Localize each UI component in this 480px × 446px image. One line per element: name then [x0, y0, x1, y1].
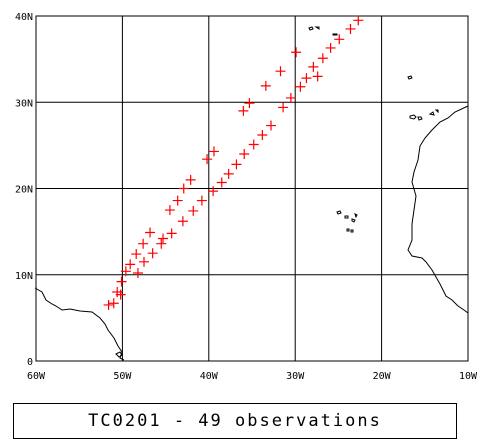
observation-marker [177, 216, 188, 227]
observation-marker [125, 259, 136, 270]
observation-marker [208, 186, 219, 197]
observation-marker [156, 238, 167, 249]
y-tick-label: 0 [27, 357, 33, 368]
observation-marker [188, 205, 199, 216]
observation-marker [178, 183, 189, 194]
azores-islands [308, 26, 338, 36]
observation-marker [266, 120, 277, 131]
tick-labels: 60W 50W 40W 30W 20W 10W 0 10N 20N 30N 40N [15, 12, 478, 382]
observation-marker [325, 42, 336, 53]
observation-markers [103, 15, 364, 310]
observation-marker [291, 47, 302, 58]
observation-marker [115, 289, 126, 300]
caption-box: TC0201 - 49 observations [13, 403, 457, 439]
observation-marker [132, 268, 143, 279]
canary-islands [409, 109, 439, 121]
observation-marker [108, 298, 119, 309]
observation-marker [238, 105, 249, 116]
coastline-layer [34, 26, 469, 361]
observation-marker [244, 98, 255, 109]
x-tick-label: 40W [200, 371, 219, 382]
x-tick-label: 50W [113, 371, 132, 382]
observation-marker [131, 249, 142, 260]
observation-marker [202, 154, 213, 165]
observation-marker [239, 149, 250, 159]
x-tick-label: 20W [373, 371, 392, 382]
observation-marker [139, 256, 149, 267]
observation-marker [312, 71, 323, 82]
observation-marker [231, 159, 242, 170]
caption-text: TC0201 - 49 observations [88, 411, 382, 431]
observation-marker [257, 130, 268, 141]
observation-marker [301, 73, 312, 84]
observation-marker [158, 233, 169, 244]
observation-marker [103, 299, 114, 310]
y-tick-label: 20N [15, 185, 33, 196]
south-america-coastline [34, 287, 125, 361]
y-tick-label: 30N [15, 98, 33, 109]
y-tick-label: 40N [15, 12, 33, 23]
y-tick-label: 10N [15, 271, 33, 282]
cape-verde-islands [336, 210, 358, 233]
observation-marker [353, 15, 364, 26]
observation-marker [345, 23, 356, 34]
observation-marker [166, 228, 177, 239]
map-plot: 60W 50W 40W 30W 20W 10W 0 10N 20N 30N 40N [15, 12, 478, 382]
africa-coastline [407, 105, 469, 314]
observation-marker [196, 195, 207, 206]
observation-marker [248, 139, 259, 150]
x-tick-label: 10W [459, 371, 478, 382]
madeira-island [407, 75, 413, 80]
grid-layer [35, 15, 469, 362]
map-frame [35, 15, 469, 362]
observation-marker [223, 168, 234, 179]
observation-marker [260, 80, 271, 91]
observation-marker [285, 92, 296, 103]
observation-marker [147, 248, 158, 259]
observation-marker [185, 174, 196, 185]
observation-marker [308, 61, 319, 72]
observation-marker [138, 238, 149, 249]
observation-marker [145, 227, 156, 238]
x-tick-label: 30W [286, 371, 305, 382]
observation-marker [278, 102, 289, 113]
observation-marker [116, 276, 127, 287]
observation-marker [275, 66, 286, 77]
observation-marker [164, 205, 175, 216]
observation-marker [172, 195, 183, 206]
observation-marker [208, 146, 219, 157]
x-tick-label: 60W [27, 371, 46, 382]
observation-marker [317, 53, 328, 64]
observation-marker [295, 81, 306, 92]
observation-marker [120, 266, 131, 277]
observation-marker [334, 34, 345, 45]
observation-marker [216, 177, 227, 188]
